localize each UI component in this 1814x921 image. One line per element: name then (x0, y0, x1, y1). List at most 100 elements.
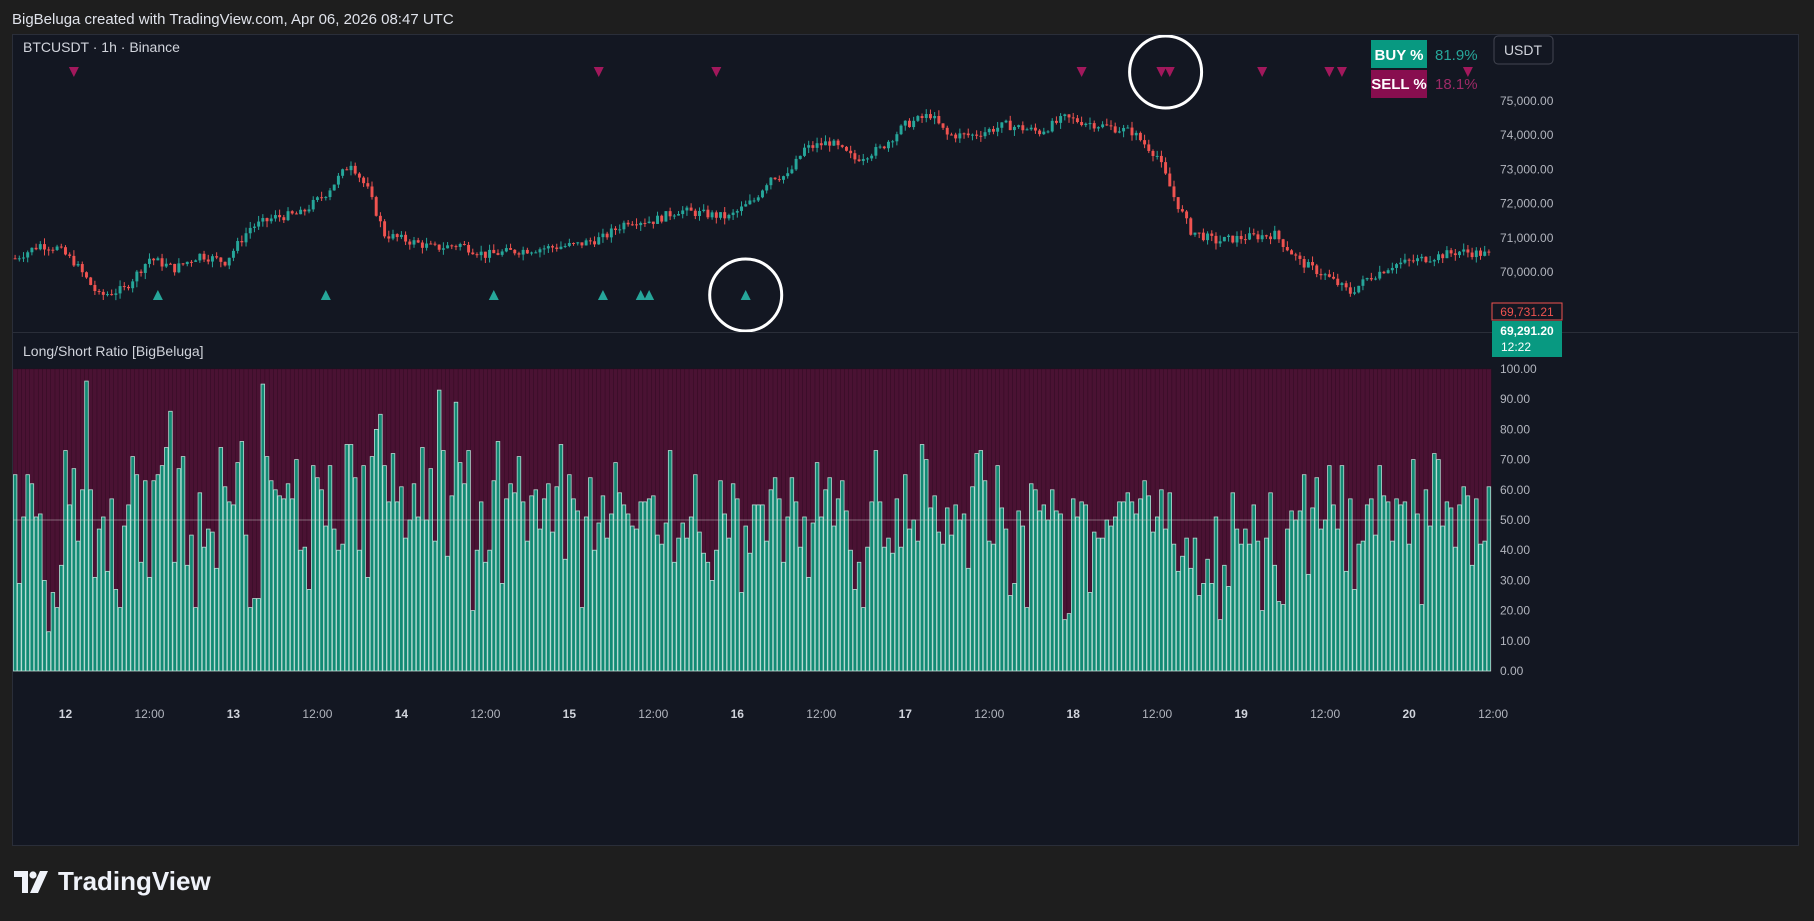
candle-body (920, 116, 924, 119)
ratio-bar (1465, 495, 1471, 672)
ratio-bar (537, 528, 543, 672)
candle-body (1210, 233, 1214, 236)
candle-body (97, 291, 101, 293)
candle-body (114, 293, 118, 295)
candle-body (1453, 253, 1457, 256)
candle-body (147, 258, 151, 264)
ratio-bar (264, 456, 270, 672)
candle-body (1059, 116, 1063, 123)
ratio-bar (1432, 453, 1437, 672)
ratio-bar (894, 498, 900, 672)
candle-body (412, 240, 416, 245)
ratio-bar (491, 480, 496, 672)
ratio-bar (134, 474, 140, 672)
candle-body (1260, 235, 1264, 240)
ratio-bar (915, 540, 921, 672)
candle-body (215, 256, 219, 258)
ratio-bar (243, 534, 249, 672)
candle-body (64, 247, 67, 255)
ratio-bar (1461, 486, 1466, 672)
ratio-bar (1054, 510, 1059, 672)
indicator-title[interactable]: Long/Short Ratio [BigBeluga] (23, 343, 204, 359)
candle-body (849, 150, 853, 154)
ratio-bar (1251, 504, 1256, 672)
ratio-axis-label: 80.00 (1500, 422, 1530, 436)
signal-markers (68, 35, 1473, 333)
candle-body (177, 263, 181, 273)
ratio-bar (1117, 501, 1122, 672)
ratio-bar (525, 540, 530, 672)
candle-body (878, 146, 882, 148)
chart-canvas[interactable]: 70,000.00 71,000.00 72,000.00 73,000.00 74,0… (13, 35, 1798, 845)
candle-body (945, 127, 949, 135)
ratio-bar (957, 519, 963, 672)
candle-body (735, 211, 739, 213)
ratio-bar (898, 546, 904, 672)
candle-body (828, 141, 832, 146)
symbol-label[interactable]: BTCUSDT · 1h · Binance (23, 39, 180, 55)
ratio-bar (835, 498, 841, 672)
sell-signal-marker (1257, 67, 1268, 77)
ratio-bar (609, 513, 614, 672)
ratio-bar (1394, 498, 1399, 672)
ratio-bar (642, 501, 648, 672)
candle-body (903, 120, 907, 126)
chart-frame[interactable]: 70,000.00 71,000.00 72,000.00 73,000.00 74,0… (12, 34, 1799, 846)
ratio-bar (663, 522, 669, 672)
ratio-bar (470, 610, 475, 672)
candle-body (1306, 262, 1310, 268)
candle-body (727, 214, 731, 219)
candle-body (538, 249, 542, 253)
ratio-axis-label: 30.00 (1500, 573, 1530, 587)
ratio-bar (315, 477, 320, 672)
candle-body (677, 214, 680, 216)
ratio-bar (516, 456, 522, 672)
candle-body (509, 248, 513, 250)
candle-body (1470, 252, 1474, 258)
ratio-bar (743, 525, 748, 672)
ratio-bar (248, 607, 253, 672)
candle-body (471, 252, 475, 255)
ratio-bar (907, 528, 912, 672)
candle-body (1130, 127, 1134, 136)
ratio-bar (1423, 489, 1429, 672)
ratio-bar (1159, 489, 1164, 672)
ratio-bar (869, 501, 874, 672)
ratio-bar (130, 456, 135, 672)
ratio-bar (235, 462, 240, 672)
ratio-bar (1310, 507, 1315, 672)
candle-body (1239, 235, 1243, 240)
tradingview-logo[interactable]: TradingView (14, 866, 211, 897)
candle-body (870, 155, 874, 159)
candle-body (928, 114, 932, 119)
candle-body (433, 243, 437, 245)
candle-body (1168, 173, 1172, 187)
candle-body (576, 242, 580, 244)
last-price-red-label: 69,731.21 (1491, 302, 1563, 321)
last-price-green-label: 69,291.20 12:22 (1492, 321, 1562, 357)
ratio-bar (294, 459, 299, 672)
ratio-bar (231, 504, 236, 672)
ratio-bar (1243, 528, 1248, 672)
candle-body (59, 246, 63, 248)
candle-body (1143, 140, 1147, 145)
candle-body (93, 284, 97, 292)
ratio-bar (798, 546, 803, 672)
ratio-bar (71, 468, 77, 672)
currency-label[interactable]: USDT (1504, 42, 1543, 58)
candle-body (202, 253, 206, 260)
ratio-bar (1188, 567, 1193, 672)
ratio-bar (1385, 501, 1391, 672)
ratio-bar (714, 549, 719, 672)
ratio-bar (109, 498, 114, 672)
buy-signal-marker (488, 290, 499, 300)
candle-body (1344, 283, 1348, 288)
currency-button[interactable]: USDT (1493, 35, 1554, 65)
sell-signal-marker (1324, 67, 1335, 77)
ratio-bar (1343, 570, 1349, 672)
candle-body (702, 209, 706, 211)
ratio-bar (693, 474, 698, 672)
ratio-bar (856, 561, 862, 672)
ratio-bar (1331, 504, 1336, 672)
ratio-bar (164, 447, 169, 672)
